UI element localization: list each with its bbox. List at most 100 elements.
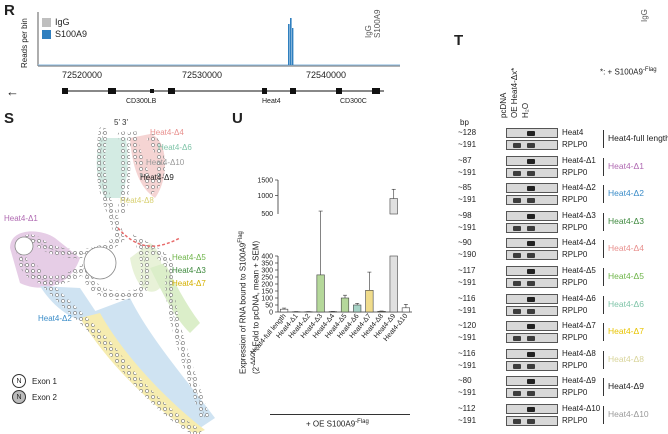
bp-upper: ~85 bbox=[458, 183, 472, 193]
bp-lower: ~191 bbox=[458, 333, 477, 343]
chart-xlabel: + OE S100A9-Flag bbox=[306, 419, 369, 429]
bar bbox=[389, 255, 398, 313]
gel-lane-rplp0 bbox=[506, 278, 558, 288]
y-tick-label: 350 bbox=[261, 261, 273, 268]
gel-gene-target: Heat4-Δ2 bbox=[562, 183, 596, 193]
bar bbox=[401, 307, 410, 313]
exon-cd300lb-2 bbox=[108, 88, 116, 94]
gel-bracket bbox=[603, 323, 604, 342]
gel-lane-rplp0 bbox=[506, 333, 558, 344]
gel-bracket bbox=[603, 240, 604, 259]
gel-variant-label: Heat4-Δ4 bbox=[608, 243, 644, 254]
y-tick-label: 1000 bbox=[257, 193, 273, 200]
gel-bracket bbox=[603, 268, 604, 286]
bp-upper: ~98 bbox=[458, 210, 472, 220]
gel-lane-rplp0 bbox=[506, 140, 558, 150]
gel-bracket bbox=[603, 378, 604, 397]
bar bbox=[365, 290, 374, 313]
gel-variant-label: Heat4-Δ10 bbox=[608, 409, 649, 419]
gel-lane-target bbox=[506, 266, 558, 276]
gel-lane-rplp0 bbox=[506, 388, 558, 399]
gel-variant-label: Heat4-Δ5 bbox=[608, 271, 644, 281]
band-oe bbox=[527, 213, 535, 219]
y-tick-label: 200 bbox=[261, 282, 273, 289]
s100a9-peak-3 bbox=[292, 28, 294, 65]
bp-upper: ~117 bbox=[458, 266, 476, 275]
gel-gene-rplp0: RPLP0 bbox=[562, 360, 588, 370]
bp-upper: ~128 bbox=[458, 128, 477, 137]
gel-variant-label: Heat4-Δ7 bbox=[608, 326, 644, 337]
panel-t-top-label: IgG bbox=[640, 9, 649, 22]
bp-lower: ~191 bbox=[458, 222, 477, 232]
gel-variant-label: Heat4-Δ9 bbox=[608, 381, 644, 392]
band-oe bbox=[527, 241, 535, 247]
gel-row: ~112 ~191 Heat4-Δ10 RPLP0 Heat4-Δ10 bbox=[458, 404, 668, 428]
y-tick-label: 1500 bbox=[257, 178, 273, 185]
xtick-3: 72540000 bbox=[306, 70, 347, 80]
gel-row: ~116 ~191 Heat4-Δ8 RPLP0 Heat4-Δ8 bbox=[458, 348, 668, 373]
gel-variant-label: Heat4-Δ1 bbox=[608, 160, 644, 171]
band-oe bbox=[527, 186, 535, 192]
exon2-label: Exon 2 bbox=[32, 392, 57, 402]
gel-row: ~120 ~191 Heat4-Δ7 RPLP0 Heat4-Δ7 bbox=[458, 321, 668, 345]
gene-cd300lb: CD300LB bbox=[126, 98, 157, 105]
panel-t-top-igg: IgG bbox=[640, 9, 649, 22]
y-tick-label: 100 bbox=[261, 296, 273, 303]
s-label-d9: Heat4-Δ9 bbox=[140, 173, 174, 182]
gel-row: ~117 ~191 Heat4-Δ5 RPLP0 Heat4-Δ5 bbox=[458, 266, 668, 290]
lane-header-oe: OE Heat4-Δx* bbox=[510, 67, 519, 118]
band-pcdna bbox=[513, 198, 521, 204]
band-pcdna bbox=[513, 253, 521, 259]
s-label-d6: Heat4-Δ6 bbox=[158, 143, 192, 152]
bar bbox=[316, 274, 325, 313]
gel-lane-target bbox=[506, 155, 558, 166]
gel-row: ~90 ~190 Heat4-Δ4 RPLP0 Heat4-Δ4 bbox=[458, 238, 668, 262]
chart-xlabel-sup: -Flag bbox=[355, 419, 369, 425]
exon-cd300lb-1 bbox=[62, 88, 68, 94]
gel-gene-target: Heat4-Δ10 bbox=[562, 404, 601, 413]
bp-lower: ~191 bbox=[458, 278, 477, 287]
band-pcdna bbox=[513, 281, 521, 286]
gel-variant-label: Heat4-Δ8 bbox=[608, 353, 644, 364]
bp-lower: ~191 bbox=[458, 305, 477, 315]
gel-bracket bbox=[603, 130, 604, 148]
gel-bracket bbox=[603, 350, 604, 369]
panel-r-top-s100a9: S100A9 bbox=[373, 9, 382, 38]
panel-t-note-sup: -Flag bbox=[642, 67, 657, 73]
gel-variant-label: Heat4-Δ6 bbox=[608, 298, 644, 309]
panel-label-t: T bbox=[454, 32, 464, 49]
bp-lower: ~191 bbox=[458, 360, 477, 370]
gene-cd300c: CD300C bbox=[340, 98, 367, 105]
gel-lane-target bbox=[506, 376, 558, 387]
panel-r-top-label: IgG S100A9 bbox=[364, 10, 382, 38]
y-tick-label: 150 bbox=[261, 289, 273, 296]
gel-lane-rplp0 bbox=[506, 167, 558, 178]
gel-gene-rplp0: RPLP0 bbox=[562, 333, 588, 343]
band-pcdna bbox=[513, 363, 521, 369]
band-oe bbox=[527, 324, 535, 330]
s100a9-peak-1 bbox=[288, 24, 290, 65]
band-pcdna bbox=[513, 143, 521, 148]
gel-row: ~128 ~191 Heat4 RPLP0 Heat4-full length bbox=[458, 128, 668, 152]
exon1-label: Exon 1 bbox=[32, 376, 57, 386]
bar bbox=[280, 308, 289, 313]
gel-lane-rplp0 bbox=[506, 250, 558, 261]
legend-exon1: N Exon 1 bbox=[12, 374, 57, 388]
band-oe-rplp0 bbox=[527, 225, 535, 231]
gel-lane-target bbox=[506, 321, 558, 332]
xtick-2: 72530000 bbox=[182, 70, 223, 80]
rna-structure-diagram bbox=[10, 127, 215, 434]
bar bbox=[377, 311, 386, 313]
band-oe bbox=[527, 158, 535, 164]
gel-row: ~116 ~191 Heat4-Δ6 RPLP0 Heat4-Δ6 bbox=[458, 293, 668, 318]
bar-chart: 05010015020025030035040010001500500Heat4… bbox=[249, 178, 412, 356]
bp-upper: ~87 bbox=[458, 155, 472, 165]
band-oe bbox=[527, 351, 535, 357]
band-oe bbox=[527, 379, 535, 385]
band-oe-rplp0 bbox=[527, 363, 535, 369]
panel-r-legend: IgG S100A9 bbox=[42, 16, 87, 40]
bp-lower: ~190 bbox=[458, 250, 477, 260]
gel-gene-rplp0: RPLP0 bbox=[562, 278, 588, 287]
gel-panel: ~128 ~191 Heat4 RPLP0 Heat4-full length ~… bbox=[458, 128, 668, 428]
gel-bracket bbox=[603, 212, 604, 231]
